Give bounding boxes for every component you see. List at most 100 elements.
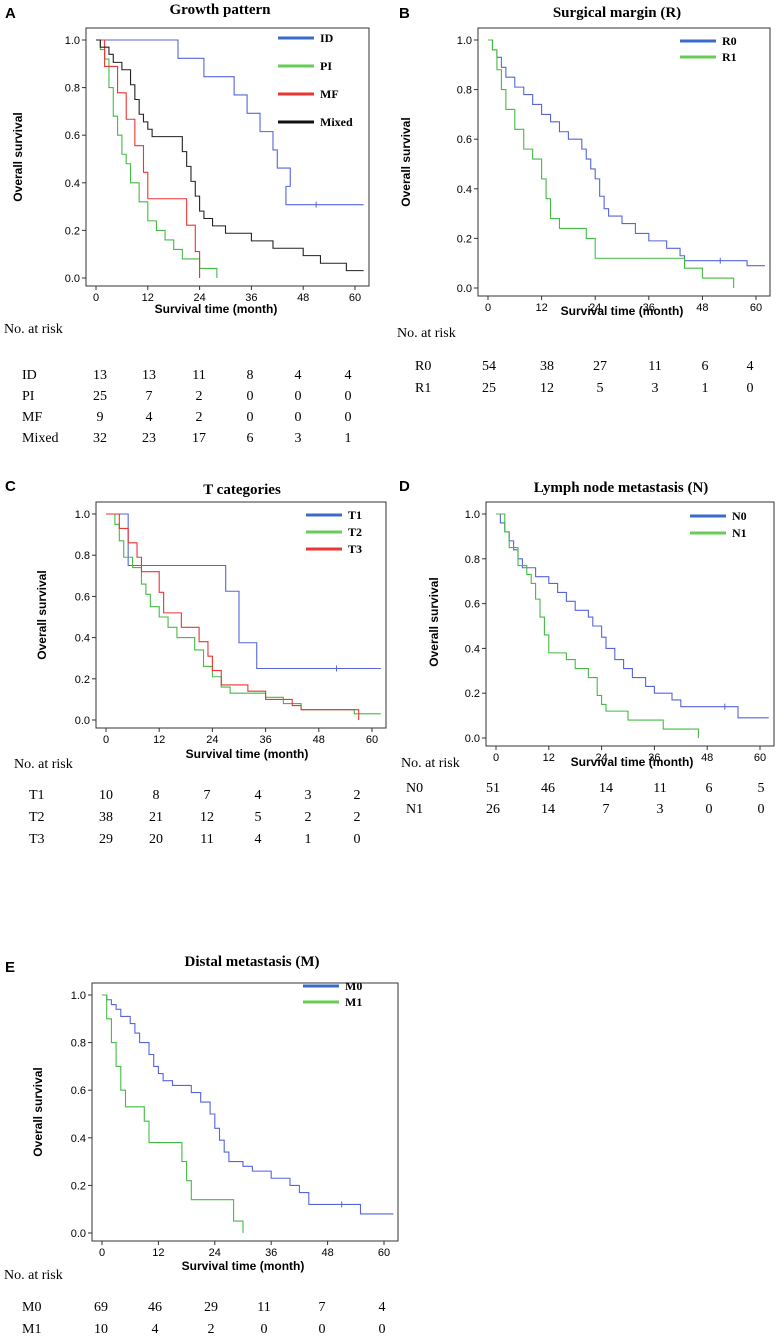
y-tick-label: 0.4 [71, 1133, 86, 1145]
y-tick-label: 0.6 [457, 134, 472, 146]
risk-count: 9 [97, 410, 104, 425]
km-curve-t2 [106, 513, 381, 715]
risk-count: 5 [255, 810, 262, 825]
risk-count: 12 [200, 810, 214, 825]
x-tick-label: 24 [193, 292, 205, 304]
risk-count: 3 [295, 431, 302, 446]
risk-count: 25 [482, 381, 496, 396]
y-tick-label: 0.6 [465, 599, 480, 611]
y-tick-label: 0.8 [457, 85, 472, 97]
km-curve-pi [96, 39, 218, 278]
x-tick-label: 48 [701, 752, 713, 764]
risk-count: 38 [540, 359, 554, 374]
plot-frame [91, 982, 399, 1242]
x-axis-label: Survival time (month) [571, 755, 694, 769]
x-tick-label: 24 [595, 752, 607, 764]
plot-frame [95, 501, 387, 729]
risk-count: 11 [192, 368, 205, 383]
risk-count: 0 [319, 1322, 326, 1337]
risk-count: 1 [702, 381, 709, 396]
risk-table-title: No. at risk [4, 322, 63, 337]
risk-count: 7 [204, 788, 211, 803]
risk-count: 0 [247, 389, 254, 404]
risk-count: 51 [486, 781, 500, 796]
x-axis-label: Survival time (month) [186, 747, 309, 761]
y-tick-label: 0.0 [457, 283, 472, 295]
plot-frame [477, 27, 771, 297]
y-axis-label: Overall survival [427, 577, 441, 666]
y-tick-label: 0.2 [71, 1180, 86, 1192]
x-tick-label: 12 [543, 752, 555, 764]
y-tick-label: 0.4 [457, 184, 472, 196]
risk-row-name: M1 [22, 1322, 41, 1337]
risk-count: 10 [99, 788, 113, 803]
risk-count: 0 [345, 389, 352, 404]
risk-table: No. at risk R0 54 38 27 11 6 4 R1 25 12 5 3 1 0 [397, 326, 754, 396]
risk-row-name: ID [22, 368, 37, 383]
km-curve-t3 [106, 513, 360, 720]
y-tick-label: 0.8 [65, 83, 80, 95]
risk-count: 8 [247, 368, 254, 383]
risk-count: 27 [593, 359, 607, 374]
km-curve-n0 [496, 513, 769, 719]
legend-label: T2 [348, 525, 362, 539]
chart-title: Distal metastasis (M) [185, 954, 320, 970]
km-curve-mixed [96, 39, 364, 272]
plot-frame [485, 501, 775, 747]
km-curve-t1 [106, 513, 381, 670]
y-tick-label: 0.4 [65, 178, 80, 190]
risk-row-name: MF [22, 410, 42, 425]
risk-count: 11 [648, 359, 661, 374]
risk-count: 23 [142, 431, 156, 446]
y-tick-label: 0.2 [457, 233, 472, 245]
km-curve-r0 [488, 39, 765, 267]
risk-count: 4 [255, 788, 262, 803]
panel-label: C [5, 478, 16, 495]
x-tick-label: 0 [103, 734, 109, 746]
panel-e: E Distal metastasis (M) 0.0 0.2 0.4 0.6 0.8 1.0… [4, 954, 399, 1337]
risk-count: 0 [261, 1322, 268, 1337]
chart-title: T categories [203, 482, 281, 498]
x-tick-label: 60 [378, 1247, 390, 1259]
risk-count: 0 [295, 410, 302, 425]
risk-table-title: No. at risk [397, 326, 456, 341]
risk-count: 25 [93, 389, 107, 404]
risk-count: 2 [354, 788, 361, 803]
x-tick-label: 0 [99, 1247, 105, 1259]
risk-count: 0 [706, 802, 713, 817]
risk-count: 69 [94, 1300, 108, 1315]
y-tick-label: 0.8 [75, 550, 90, 562]
risk-count: 46 [148, 1300, 162, 1315]
y-tick-label: 1.0 [465, 509, 480, 521]
risk-count: 4 [747, 359, 754, 374]
risk-count: 11 [200, 832, 213, 847]
x-tick-label: 0 [93, 292, 99, 304]
x-tick-label: 48 [313, 734, 325, 746]
risk-count: 14 [599, 781, 613, 796]
risk-count: 4 [379, 1300, 386, 1315]
y-tick-label: 0.4 [465, 643, 480, 655]
y-tick-label: 1.0 [75, 509, 90, 521]
risk-count: 5 [758, 781, 765, 796]
x-tick-label: 36 [265, 1247, 277, 1259]
x-tick-label: 48 [321, 1247, 333, 1259]
risk-count: 4 [152, 1322, 159, 1337]
risk-count: 20 [149, 832, 163, 847]
legend-label: R1 [722, 50, 737, 64]
risk-count: 2 [208, 1322, 215, 1337]
legend-label: PI [320, 59, 332, 73]
y-tick-label: 0.6 [71, 1085, 86, 1097]
risk-count: 11 [653, 781, 666, 796]
risk-count: 2 [196, 410, 203, 425]
risk-count: 0 [747, 381, 754, 396]
y-axis-label: Overall survival [399, 117, 413, 206]
legend-label: N0 [732, 509, 747, 523]
plot-frame [85, 27, 370, 287]
risk-count: 7 [319, 1300, 326, 1315]
risk-count: 13 [93, 368, 107, 383]
risk-count: 0 [354, 832, 361, 847]
risk-count: 0 [758, 802, 765, 817]
